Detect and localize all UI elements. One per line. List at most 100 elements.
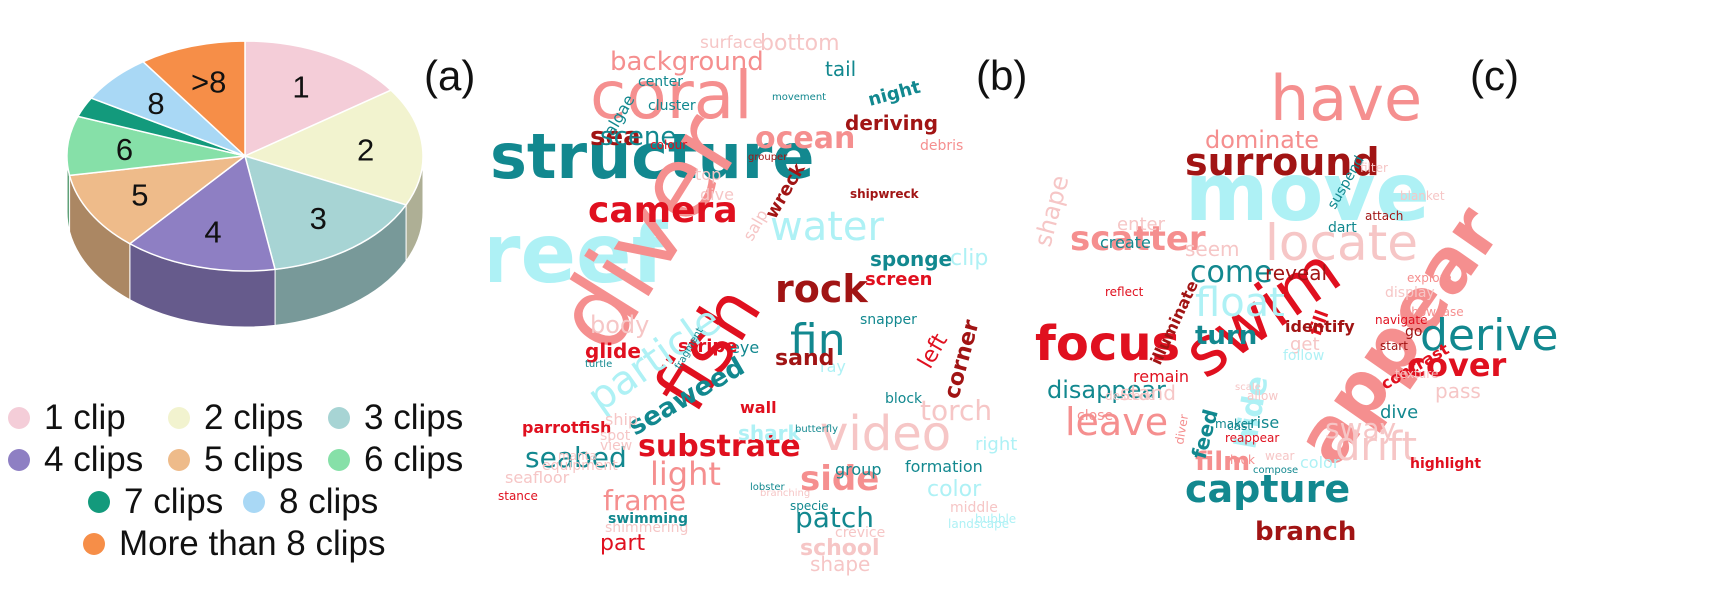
legend-item: 3 clips [328,398,463,438]
cloud-c-word-cover: cover [1407,346,1507,384]
legend-swatch [83,533,105,555]
cloud-c-word-color: color [1300,453,1340,472]
pie-slices [66,40,424,272]
pie-slice-6 [66,115,246,177]
cloud-b-word-block: block [885,391,923,407]
cloud-c-word-reveal: reveal [1265,261,1327,285]
cloud-c-word-have: have [1270,62,1422,135]
cloud-b-word-sand: sand [775,346,834,371]
cloud-c-word-scale: scale [1235,382,1261,393]
cloud-c-word-get: get [1290,334,1320,355]
cloud-c-word-remain: remain [1133,367,1189,386]
cloud-b-word-stripe: stripe [678,336,737,357]
cloud-b-word-scene: scene [600,122,676,152]
cloud-b-word-side: side [800,459,879,499]
cloud-c-word-float: float [1195,280,1285,326]
cloud-b-word-bottom: bottom [760,31,840,56]
cloud-c-word-pass: pass [1435,379,1481,403]
cloud-c-word-attach: attach [1365,209,1403,223]
cloud-b-word-wall: wall [740,398,777,417]
cloud-c-word-explore: explore [1407,271,1452,285]
cloud-b-word-debris: debris [920,138,963,154]
legend-item: More than 8 clips [83,524,386,564]
cloud-b-word-light: light [650,455,721,493]
legend-label: 6 clips [364,440,464,479]
pie-slice-4 [128,154,277,272]
cloud-b-word-structure: structure [490,120,814,193]
pie-label-5: 5 [131,178,148,213]
cloud-b-word-sea: sea [590,122,641,152]
cloud-b-word-center: center [638,74,683,90]
cloud-c-word-dive: dive [1380,402,1418,423]
cloud-c-word-come: come [1190,255,1273,290]
cloud-c-word-scatter: scatter [1070,219,1206,259]
cloud-c-word-stand: stand [1120,381,1176,405]
legend-item: 5 clips [168,440,303,480]
word-cloud-b: coral structure reef diver fish camera water ro… [490,20,1030,600]
cloud-b-word-formation: formation [905,457,983,476]
legend-label: 1 clip [44,398,126,437]
cloud-c-word-leave: leave [1065,400,1168,444]
cloud-c-word-enter: enter [1117,214,1166,235]
cloud-b-word-night: night [866,77,923,111]
cloud-b-word-screen: screen [865,269,933,290]
cloud-b-word-ray: ray [820,357,846,376]
cloud-b-word-ship: ship [605,410,638,429]
cloud-b-word-branching: branching [760,488,810,499]
legend-item: 6 clips [328,440,463,480]
cloud-b-word-landscape: landscape [948,517,1009,531]
cloud-c-word-wear: wear [1265,449,1295,463]
cloud-c-word-close: close [1077,408,1113,424]
cloud-b-word-group: group [835,460,881,479]
pie-slice-2 [242,89,424,206]
cloud-b-word-grouper: grouper [748,152,788,163]
legend-swatch [243,491,265,513]
cloud-c-word-dominate: dominate [1205,126,1319,154]
cloud-b-word-camera: camera [588,190,738,231]
cloud-c-word-seem: seem [1185,237,1240,261]
cloud-b-word-stance: stance [498,489,538,503]
cloud-b-word-patch: patch [795,501,874,534]
cloud-c-word-highlight: highlight [1410,456,1481,472]
legend-item: 7 clips [88,482,223,522]
cloud-c-word-identify: identify [1285,317,1355,336]
cloud-b-word-clip: clip [950,246,988,271]
legend-item: 1 clip [8,398,126,438]
panel-label-b: (b) [976,52,1028,99]
pie-label-6: 6 [116,132,133,167]
legend-swatch [328,407,350,429]
cloud-c-word-branch: branch [1255,517,1356,547]
legend-label: 7 clips [124,482,224,521]
cloud-b-word-deriving: deriving [845,111,938,135]
legend-swatch [88,491,110,513]
cloud-b-word-view: view [600,438,632,454]
cloud-b-word-swimming: swimming [608,511,688,527]
word-cloud-c: have move swim appear surround dominate locate… [1035,60,1560,560]
cloud-b-word-equipment: equipment [542,458,618,474]
cloud-c-word-sway: sway [1325,412,1396,445]
legend-label: 8 clips [279,482,379,521]
legend-swatch [168,449,190,471]
cloud-b-word-lobster: lobster [750,482,786,493]
cloud-b-word-torch: torch [920,394,992,427]
legend-item: 8 clips [243,482,378,522]
cloud-b-word-shipwreck: shipwreck [850,187,920,201]
cloud-b-word-school: school [800,536,880,561]
cloud-c-word-cast: cast [1227,419,1252,433]
cloud-c-word-disappear: disappear [1047,376,1166,404]
cloud-b-word-video: video [820,406,951,462]
cloud-b-word-rock: rock [775,267,868,311]
cloud-b-word-snapper: snapper [860,312,917,328]
pie-slice-3 [243,154,408,271]
cloud-c-word-rise: rise [1250,413,1279,432]
cloud-b-word-specie: specie [790,499,829,513]
pie-legend: 1 clip 2 clips 3 clips 4 clips 5 clips 6 clip… [8,398,528,598]
cloud-c-word-display: display [1385,285,1435,301]
cloud-b-word-cluster: cluster [648,98,696,114]
legend-label: 4 clips [44,440,144,479]
pie-label-3: 3 [310,201,327,236]
cloud-b-word-middle: middle [950,500,998,516]
